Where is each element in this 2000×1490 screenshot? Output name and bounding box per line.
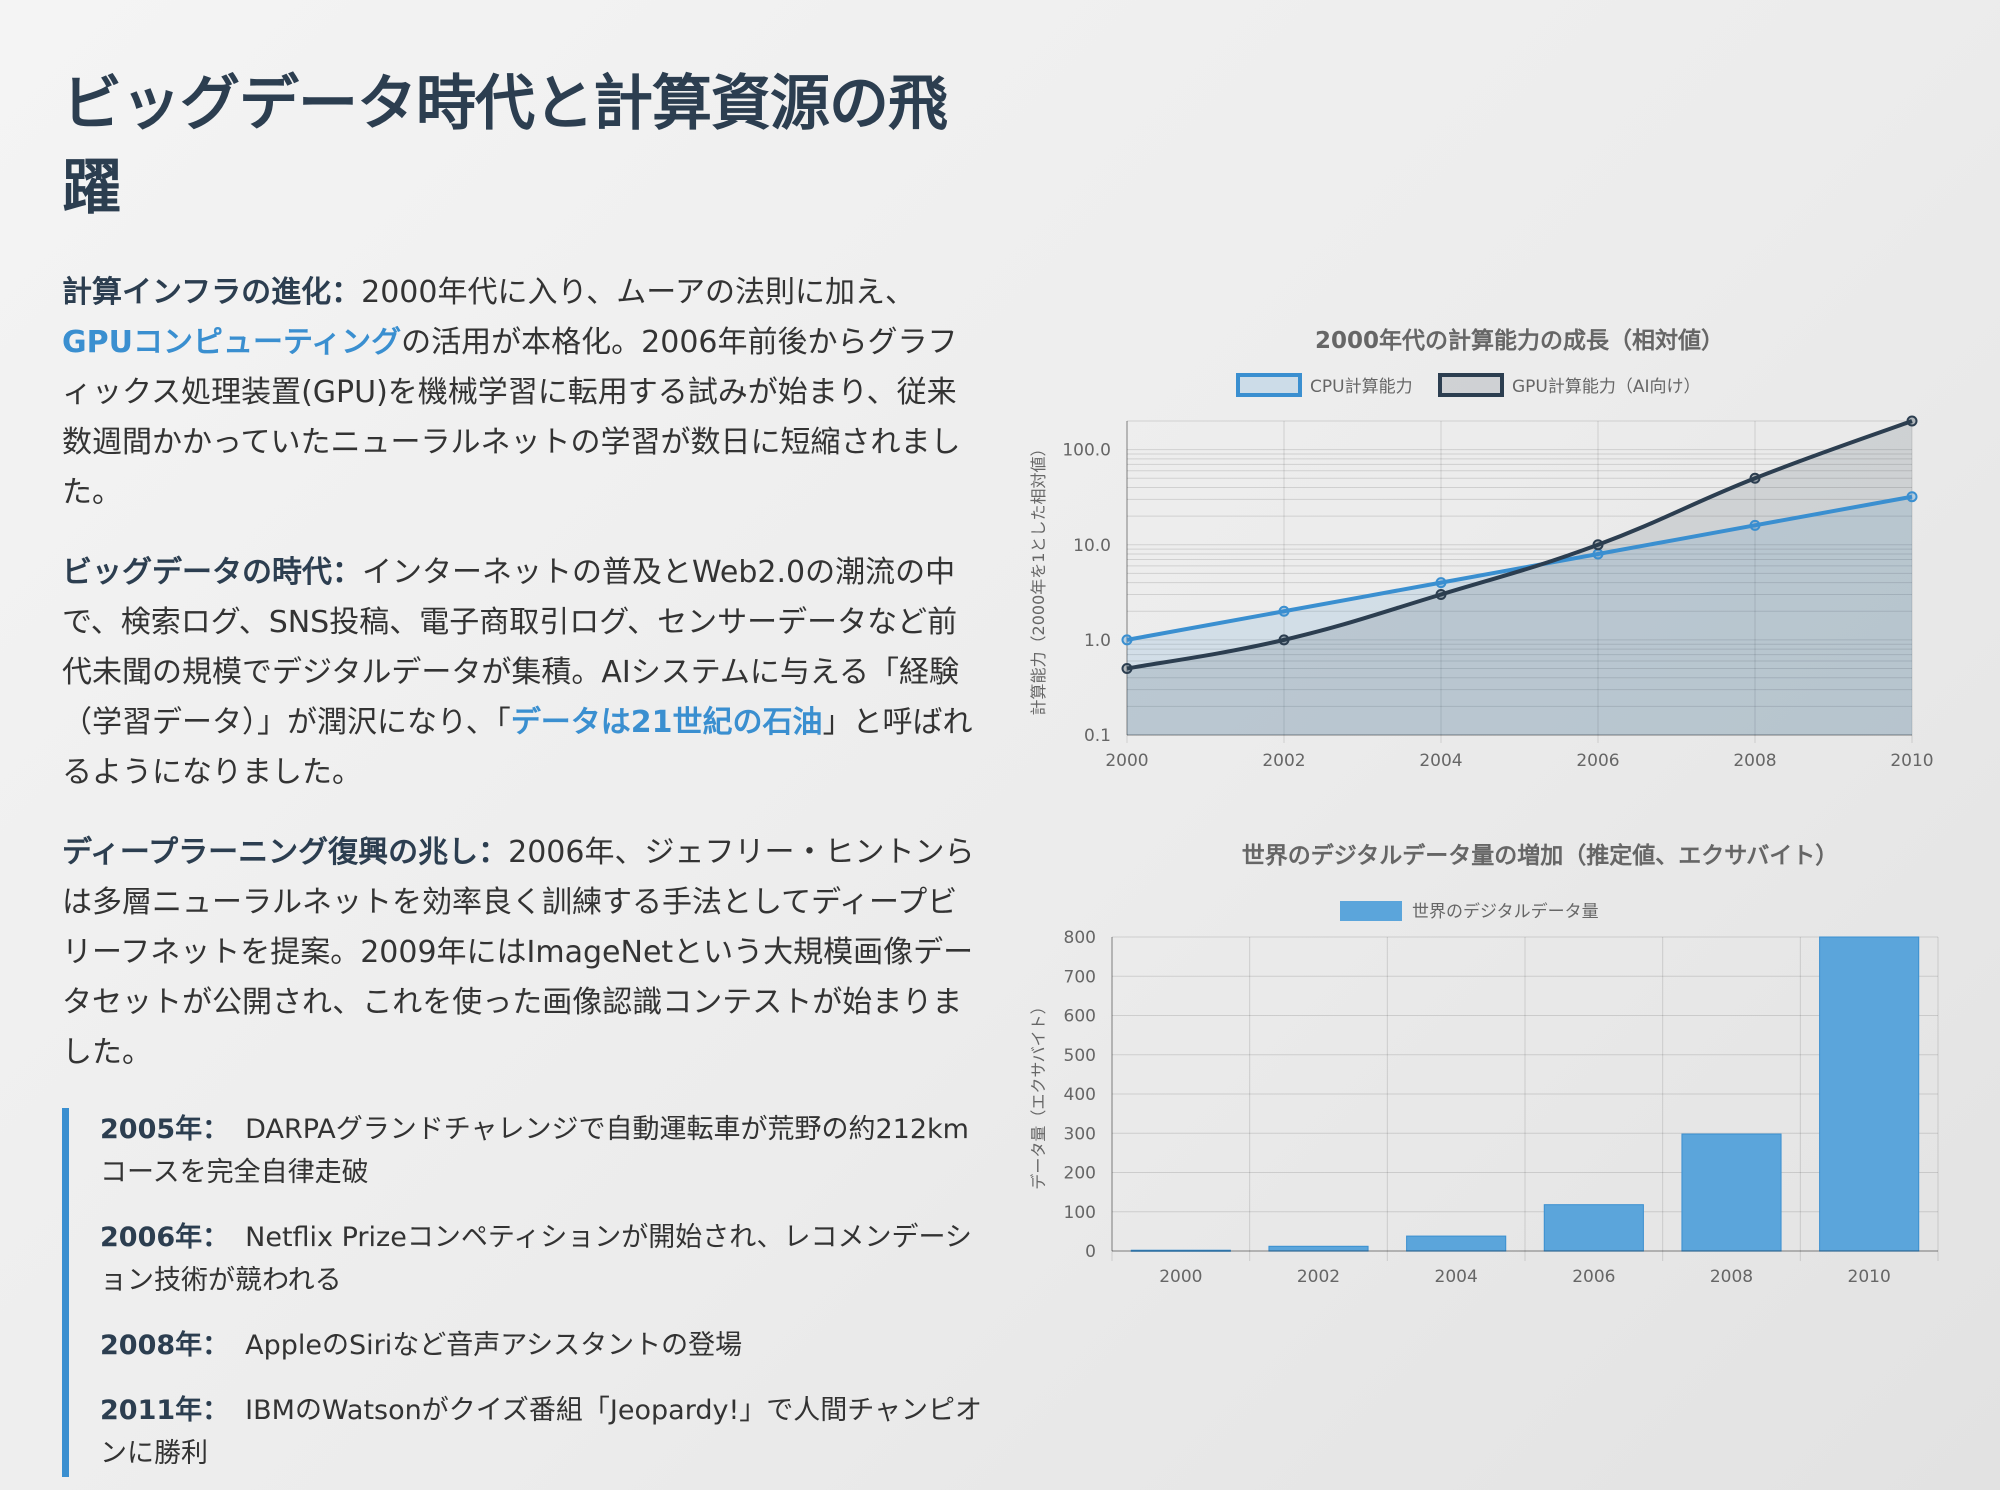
x-tick-label: 2002 — [1297, 1267, 1340, 1287]
section-highlight: GPUコンピューティング — [62, 325, 402, 360]
data-point — [1906, 415, 1918, 427]
series-area — [1127, 421, 1912, 735]
section-text: インターネットの普及とWeb2.0の潮流の中で、検索ログ、SNS投稿、電子商取引… — [62, 555, 959, 740]
y-tick-label: 500 — [1064, 1046, 1096, 1066]
data-point — [1121, 634, 1133, 646]
x-tick-label: 2010 — [1890, 751, 1933, 771]
section-deep-learning: ディープラーニング復興の兆し：2006年、ジェフリー・ヒントンらは多層ニューラル… — [62, 828, 982, 1078]
timeline-year: 2006年： — [100, 1222, 230, 1253]
data-point — [1749, 519, 1761, 531]
content-column: ビッグデータ時代と計算資源の飛躍 計算インフラの進化：2000年代に入り、ムーア… — [62, 62, 982, 1477]
x-tick-label: 2006 — [1576, 751, 1619, 771]
timeline-item: 2005年： DARPAグランドチャレンジで自動運転車が荒野の約212kmコースを… — [100, 1108, 982, 1194]
timeline: 2005年： DARPAグランドチャレンジで自動運転車が荒野の約212kmコースを… — [62, 1108, 982, 1477]
data-point — [1435, 588, 1447, 600]
data-point — [1906, 491, 1918, 503]
data-point — [1278, 634, 1290, 646]
bar — [1543, 1204, 1644, 1252]
compute-growth-chart: 2000年代の計算能力の成長（相対値） CPU計算能力 GPU計算能力（AI向け） 1… — [1020, 310, 1970, 784]
data-volume-chart: 世界のデジタルデータ量の増加（推定値、エクサバイト） 世界のデジタルデータ量 800… — [1020, 825, 1970, 1299]
bar — [1130, 1249, 1231, 1252]
timeline-text: Netflix Prizeコンペティションが開始され、レコメンデーション技術が競… — [100, 1222, 972, 1296]
section-label: ビッグデータの時代： — [62, 555, 362, 590]
x-tick-label: 2008 — [1733, 751, 1776, 771]
timeline-text: IBMのWatsonがクイズ番組「Jeopardy!」で人間チャンピオンに勝利 — [100, 1395, 983, 1469]
legend-label: GPU計算能力（AI向け） — [1512, 377, 1701, 397]
section-text: の活用が本格化。2006年前後からグラフィックス処理装置(GPU)を機械学習に転… — [62, 325, 961, 510]
section-text: 」と呼ばれるようになりました。 — [62, 705, 973, 790]
data-point — [1435, 577, 1447, 589]
section-label: 計算インフラの進化： — [62, 275, 362, 310]
bar — [1268, 1245, 1369, 1252]
chart-title: 2000年代の計算能力の成長（相対値） — [1315, 327, 1724, 354]
y-tick-label: 400 — [1064, 1085, 1096, 1105]
y-tick-label: 100 — [1064, 1203, 1096, 1223]
y-tick-label: 700 — [1064, 967, 1096, 987]
x-tick-label: 2004 — [1435, 1267, 1478, 1287]
compute-growth-chart-svg: 2000年代の計算能力の成長（相対値） CPU計算能力 GPU計算能力（AI向け） 1… — [1029, 327, 1934, 771]
y-tick-label: 600 — [1064, 1007, 1096, 1027]
section-label: ディープラーニング復興の兆し： — [62, 835, 509, 870]
series-line — [1126, 419, 1913, 671]
x-tick-label: 2000 — [1159, 1267, 1202, 1287]
section-text: 2000年代に入り、ムーアの法則に加え、 — [361, 275, 916, 310]
y-axis-label: 計算能力（2000年を1とした相対値） — [1029, 441, 1048, 716]
y-tick-label: 200 — [1064, 1164, 1096, 1184]
timeline-item: 2011年： IBMのWatsonがクイズ番組「Jeopardy!」で人間チャンピ… — [100, 1389, 982, 1475]
section-text: 2006年、ジェフリー・ヒントンらは多層ニューラルネットを効率良く訓練する手法と… — [62, 835, 975, 1070]
section-highlight: データは21世紀の石油 — [510, 705, 823, 740]
bar — [1406, 1235, 1507, 1252]
y-tick-label: 10.0 — [1073, 536, 1111, 556]
timeline-text: DARPAグランドチャレンジで自動運転車が荒野の約212kmコースを完全自律走破 — [100, 1114, 969, 1188]
x-tick-label: 2008 — [1710, 1267, 1753, 1287]
x-tick-label: 2006 — [1572, 1267, 1615, 1287]
y-tick-label: 300 — [1064, 1124, 1096, 1144]
timeline-year: 2011年： — [100, 1395, 230, 1426]
legend-label: 世界のデジタルデータ量 — [1412, 901, 1599, 922]
y-tick-label: 0 — [1085, 1242, 1096, 1262]
y-tick-label: 100.0 — [1062, 441, 1111, 461]
timeline-item: 2006年： Netflix Prizeコンペティションが開始され、レコメンデーシ… — [100, 1216, 982, 1302]
timeline-year: 2008年： — [100, 1330, 230, 1361]
bar — [1819, 936, 1920, 1252]
legend-swatch — [1340, 901, 1402, 921]
timeline-year: 2005年： — [100, 1114, 230, 1145]
y-tick-label: 800 — [1064, 928, 1096, 948]
data-point — [1278, 605, 1290, 617]
timeline-item: 2008年： AppleのSiriなど音声アシスタントの登場 — [100, 1324, 982, 1367]
data-point — [1592, 539, 1604, 551]
legend-label: CPU計算能力 — [1310, 377, 1413, 397]
data-volume-chart-svg: 世界のデジタルデータ量の増加（推定値、エクサバイト） 世界のデジタルデータ量 800… — [1029, 842, 1939, 1287]
y-axis-label: データ量（エクサバイト） — [1029, 998, 1048, 1189]
timeline-text: AppleのSiriなど音声アシスタントの登場 — [245, 1330, 743, 1361]
series-area — [1127, 496, 1912, 735]
data-point — [1121, 663, 1133, 675]
legend-swatch — [1438, 373, 1504, 397]
section-big-data: ビッグデータの時代：インターネットの普及とWeb2.0の潮流の中で、検索ログ、S… — [62, 548, 982, 798]
legend-swatch — [1236, 373, 1302, 397]
chart-title: 世界のデジタルデータ量の増加（推定値、エクサバイト） — [1242, 842, 1839, 869]
bar — [1681, 1133, 1782, 1252]
x-tick-label: 2000 — [1105, 751, 1148, 771]
y-tick-label: 1.0 — [1084, 631, 1111, 651]
page-title: ビッグデータ時代と計算資源の飛躍 — [62, 69, 948, 223]
series-line — [1126, 494, 1913, 642]
x-tick-label: 2002 — [1262, 751, 1305, 771]
y-tick-label: 0.1 — [1084, 726, 1111, 746]
x-tick-label: 2004 — [1419, 751, 1462, 771]
x-tick-label: 2010 — [1848, 1267, 1891, 1287]
section-compute-infra: 計算インフラの進化：2000年代に入り、ムーアの法則に加え、 GPUコンピューティ… — [62, 268, 982, 518]
data-point — [1749, 472, 1761, 484]
data-point — [1592, 548, 1604, 560]
